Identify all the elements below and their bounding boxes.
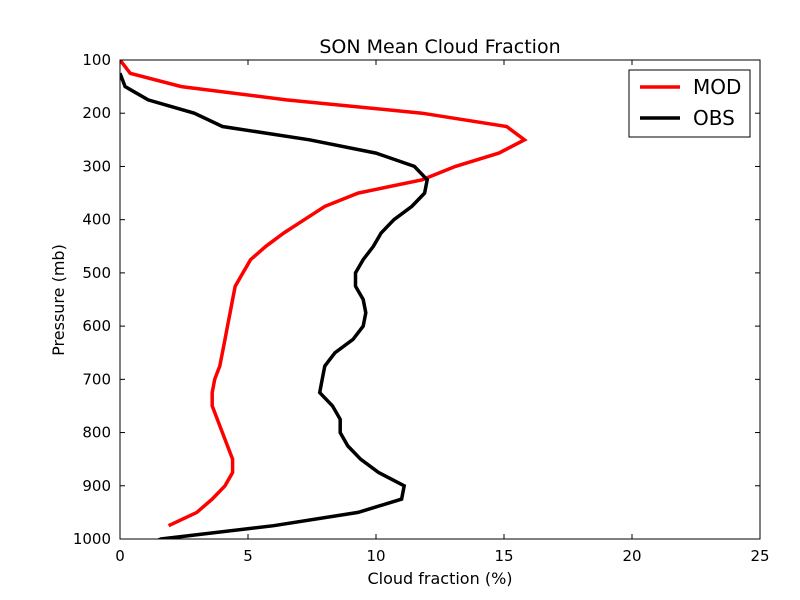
- y-tick-label: 200: [82, 104, 111, 122]
- y-tick-label: 600: [82, 317, 111, 335]
- legend: MOD OBS: [628, 69, 751, 138]
- y-tick-label: 300: [82, 157, 111, 175]
- x-axis-label: Cloud fraction (%): [367, 569, 512, 588]
- y-tick-label: 800: [82, 424, 111, 442]
- series-layer: [120, 60, 528, 539]
- y-tick-label: 700: [82, 370, 111, 388]
- x-tick-label: 10: [366, 547, 385, 565]
- series-line-mod: [120, 60, 528, 528]
- legend-label-obs: OBS: [693, 106, 735, 130]
- x-tick-label: 25: [750, 547, 769, 565]
- plot-frame: [119, 59, 761, 540]
- x-tick-label: 0: [115, 547, 125, 565]
- y-tick-label: 900: [82, 477, 111, 495]
- y-axis-label: Pressure (mb): [49, 244, 68, 356]
- x-tick-label: 15: [494, 547, 513, 565]
- y-tick-label: 100: [82, 51, 111, 69]
- y-axis: 100 200 300 400 500 600 700 800 900 1000: [73, 51, 760, 548]
- x-tick-label: 20: [622, 547, 641, 565]
- y-tick-label: 500: [82, 264, 111, 282]
- y-tick-label: 1000: [73, 530, 111, 548]
- series-line-obs: [120, 72, 430, 539]
- legend-label-mod: MOD: [693, 75, 741, 99]
- y-tick-label: 400: [82, 211, 111, 229]
- chart-title: SON Mean Cloud Fraction: [319, 36, 560, 58]
- x-axis: 0 5 10 15 20 25: [115, 60, 770, 565]
- legend-box: [628, 69, 751, 138]
- x-tick-label: 5: [243, 547, 253, 565]
